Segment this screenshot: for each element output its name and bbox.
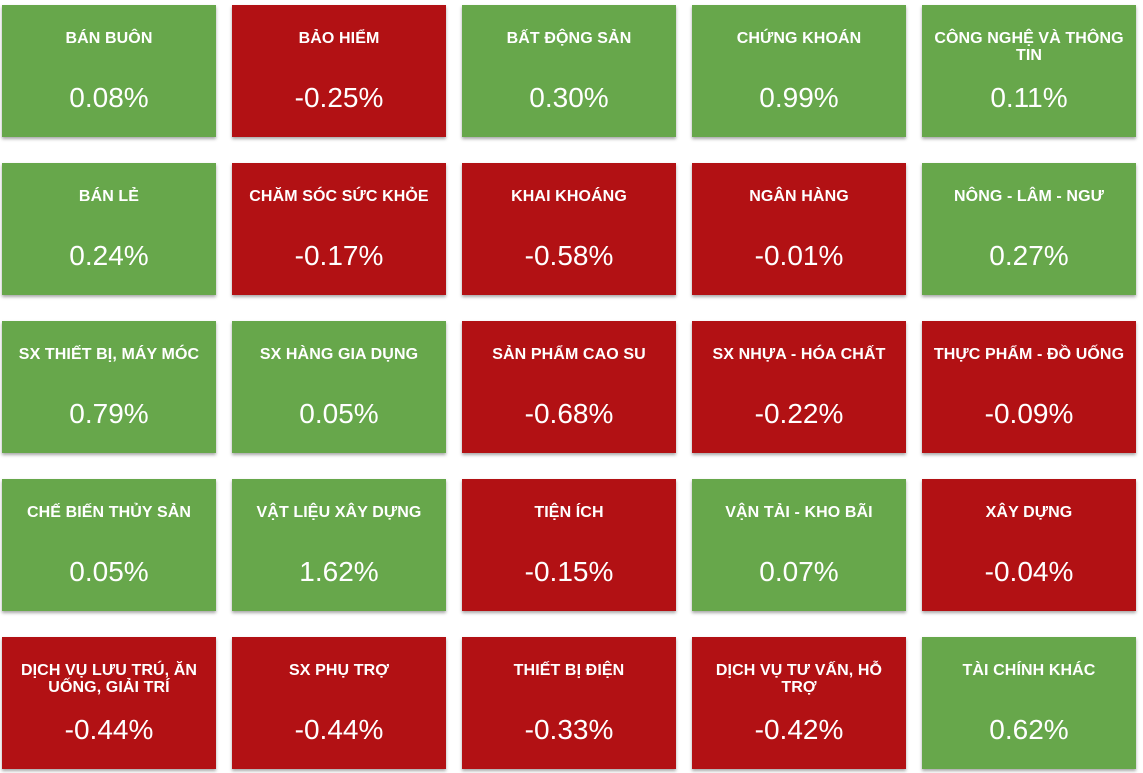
sector-tile-sx-hang-gia-dung[interactable]: SX HÀNG GIA DỤNG 0.05% xyxy=(232,321,446,453)
sector-tile-thiet-bi-dien[interactable]: THIẾT BỊ ĐIỆN -0.33% xyxy=(462,637,676,769)
sector-change: 0.62% xyxy=(989,714,1069,745)
sector-name: VẬT LIỆU XÂY DỰNG xyxy=(256,504,422,521)
sector-tile-dich-vu-tu-van-ho-tro[interactable]: DỊCH VỤ TƯ VẤN, HỖ TRỢ -0.42% xyxy=(692,637,906,769)
sector-name: THIẾT BỊ ĐIỆN xyxy=(513,662,625,679)
sector-name: KHAI KHOÁNG xyxy=(511,188,627,205)
sector-name: BẢO HIỂM xyxy=(298,30,380,47)
sector-tile-cong-nghe-thong-tin[interactable]: CÔNG NGHỆ VÀ THÔNG TIN 0.11% xyxy=(922,5,1136,137)
sector-name: VẬN TẢI - KHO BÃI xyxy=(725,504,873,521)
sector-change: -0.04% xyxy=(984,556,1074,587)
sector-change: -0.33% xyxy=(524,714,614,745)
sector-name: TIỆN ÍCH xyxy=(534,504,604,521)
sector-change: 0.27% xyxy=(989,240,1069,271)
sector-tile-ban-le[interactable]: BÁN LẺ 0.24% xyxy=(2,163,216,295)
sector-change: 0.08% xyxy=(69,82,149,113)
sector-change: -0.09% xyxy=(984,398,1074,429)
sector-name: DỊCH VỤ TƯ VẤN, HỖ TRỢ xyxy=(715,662,883,696)
sector-tile-ban-buon[interactable]: BÁN BUÔN 0.08% xyxy=(2,5,216,137)
sector-name: NÔNG - LÂM - NGƯ xyxy=(954,188,1104,205)
sector-tile-ngan-hang[interactable]: NGÂN HÀNG -0.01% xyxy=(692,163,906,295)
sector-change: 0.11% xyxy=(990,82,1068,113)
sector-name: CÔNG NGHỆ VÀ THÔNG TIN xyxy=(934,30,1124,64)
sector-tile-cham-soc-suc-khoe[interactable]: CHĂM SÓC SỨC KHỎE -0.17% xyxy=(232,163,446,295)
sector-change: -0.22% xyxy=(754,398,844,429)
sector-change: 0.79% xyxy=(69,398,149,429)
sector-change: 0.99% xyxy=(759,82,839,113)
sector-name: SẢN PHẨM CAO SU xyxy=(492,346,646,363)
sector-change: -0.44% xyxy=(64,714,154,745)
sector-name: SX THIẾT BỊ, MÁY MÓC xyxy=(18,346,200,363)
sector-change: -0.25% xyxy=(294,82,384,113)
sector-change: -0.15% xyxy=(524,556,614,587)
sector-name: CHẾ BIẾN THỦY SẢN xyxy=(26,504,192,521)
sector-tile-sx-nhua-hoa-chat[interactable]: SX NHỰA - HÓA CHẤT -0.22% xyxy=(692,321,906,453)
sector-tile-thuc-pham-do-uong[interactable]: THỰC PHẨM - ĐỒ UỐNG -0.09% xyxy=(922,321,1136,453)
sector-change: 0.24% xyxy=(69,240,149,271)
sector-name: NGÂN HÀNG xyxy=(749,188,849,205)
sector-tile-bao-hiem[interactable]: BẢO HIỂM -0.25% xyxy=(232,5,446,137)
sector-change: -0.01% xyxy=(754,240,844,271)
sector-tile-chung-khoan[interactable]: CHỨNG KHOÁN 0.99% xyxy=(692,5,906,137)
sector-tile-sx-phu-tro[interactable]: SX PHỤ TRỢ -0.44% xyxy=(232,637,446,769)
sector-tile-khai-khoang[interactable]: KHAI KHOÁNG -0.58% xyxy=(462,163,676,295)
sector-name: SX NHỰA - HÓA CHẤT xyxy=(712,346,886,363)
sector-tile-che-bien-thuy-san[interactable]: CHẾ BIẾN THỦY SẢN 0.05% xyxy=(2,479,216,611)
sector-change: -0.17% xyxy=(294,240,384,271)
sector-name: CHĂM SÓC SỨC KHỎE xyxy=(249,188,429,205)
sector-tile-xay-dung[interactable]: XÂY DỰNG -0.04% xyxy=(922,479,1136,611)
sector-tile-tien-ich[interactable]: TIỆN ÍCH -0.15% xyxy=(462,479,676,611)
sector-name: SX PHỤ TRỢ xyxy=(289,662,389,679)
sector-change: -0.42% xyxy=(754,714,844,745)
sector-change: 0.30% xyxy=(529,82,609,113)
sector-tile-san-pham-cao-su[interactable]: SẢN PHẨM CAO SU -0.68% xyxy=(462,321,676,453)
sector-name: SX HÀNG GIA DỤNG xyxy=(259,346,419,363)
sector-name: BÁN BUÔN xyxy=(65,30,153,47)
sector-tile-nong-lam-ngu[interactable]: NÔNG - LÂM - NGƯ 0.27% xyxy=(922,163,1136,295)
sector-tile-vat-lieu-xay-dung[interactable]: VẬT LIỆU XÂY DỰNG 1.62% xyxy=(232,479,446,611)
sector-change: 1.62% xyxy=(299,556,379,587)
sector-name: DỊCH VỤ LƯU TRÚ, ĂN UỐNG, GIẢI TRÍ xyxy=(20,662,198,696)
sector-name: BẤT ĐỘNG SẢN xyxy=(506,30,632,47)
sector-tile-dich-vu-luu-tru[interactable]: DỊCH VỤ LƯU TRÚ, ĂN UỐNG, GIẢI TRÍ -0.44… xyxy=(2,637,216,769)
sector-name: CHỨNG KHOÁN xyxy=(736,30,862,47)
sector-change: -0.68% xyxy=(524,398,614,429)
sector-change: -0.58% xyxy=(524,240,614,271)
sector-change: -0.44% xyxy=(294,714,384,745)
sector-name: THỰC PHẨM - ĐỒ UỐNG xyxy=(933,346,1125,363)
sector-name: BÁN LẺ xyxy=(78,188,140,205)
sector-change: 0.05% xyxy=(69,556,149,587)
sector-name: TÀI CHÍNH KHÁC xyxy=(962,662,1096,679)
sector-change: 0.05% xyxy=(299,398,379,429)
sector-change: 0.07% xyxy=(759,556,839,587)
sector-tile-van-tai-kho-bai[interactable]: VẬN TẢI - KHO BÃI 0.07% xyxy=(692,479,906,611)
sector-tile-bat-dong-san[interactable]: BẤT ĐỘNG SẢN 0.30% xyxy=(462,5,676,137)
sector-tile-sx-thiet-bi-may-moc[interactable]: SX THIẾT BỊ, MÁY MÓC 0.79% xyxy=(2,321,216,453)
sector-tile-tai-chinh-khac[interactable]: TÀI CHÍNH KHÁC 0.62% xyxy=(922,637,1136,769)
sector-name: XÂY DỰNG xyxy=(985,504,1073,521)
